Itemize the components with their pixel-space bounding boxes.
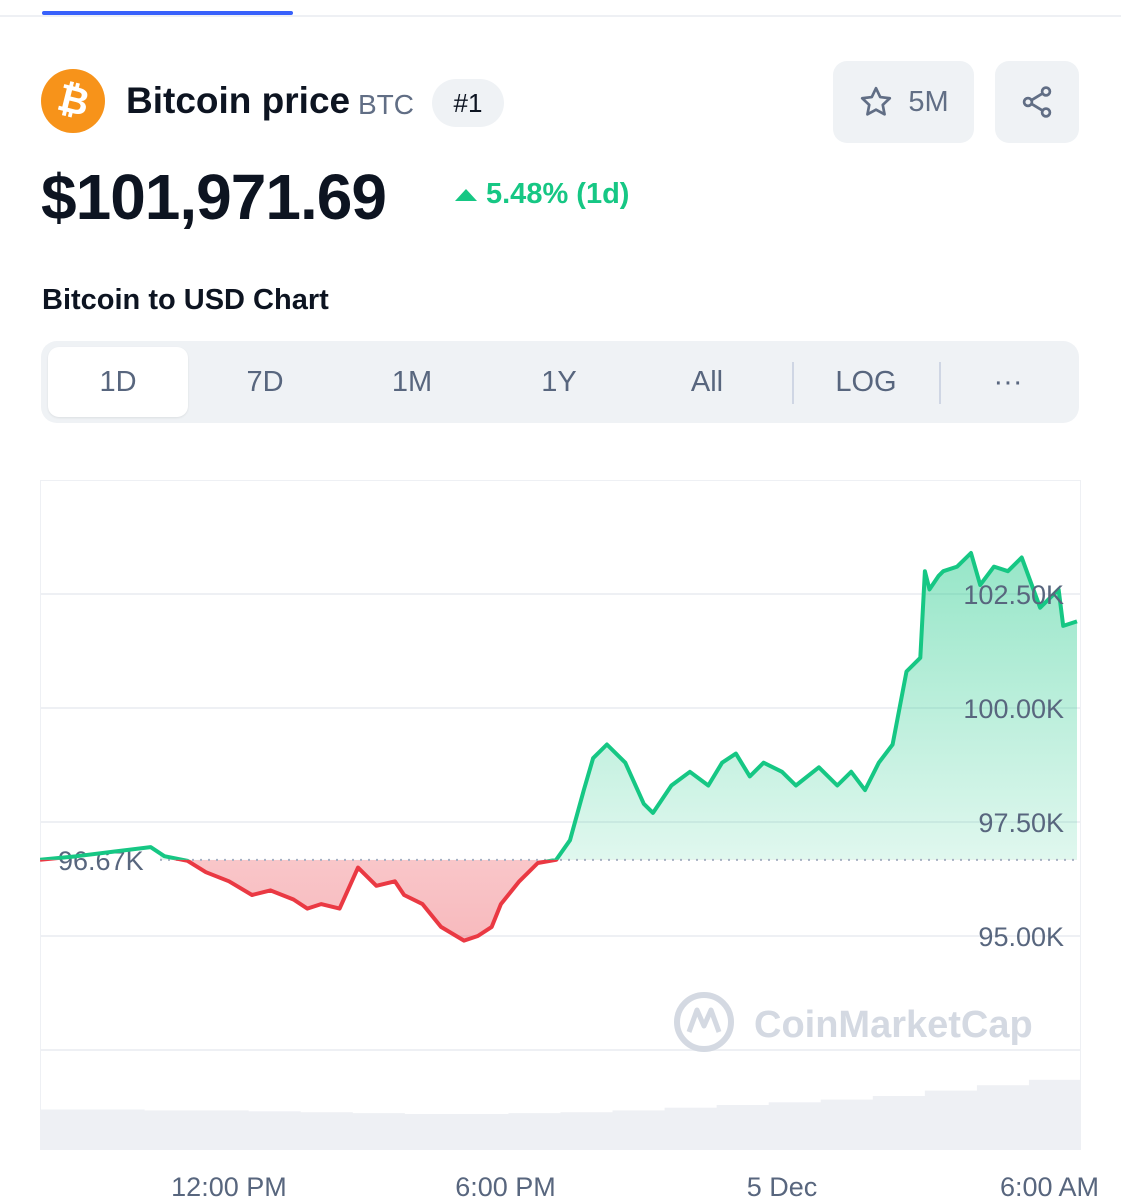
volume-bar [456, 1114, 509, 1150]
coin-name: Bitcoin price [126, 80, 351, 121]
volume-bar [976, 1085, 1030, 1150]
price-change: 5.48% (1d) [455, 178, 629, 211]
range-divider [792, 362, 794, 404]
chart-range-selector: 1D 7D 1M 1Y All LOG ··· [41, 341, 1079, 423]
volume-bar [404, 1114, 457, 1150]
share-button[interactable] [995, 61, 1079, 143]
current-price: $101,971.69 [41, 161, 387, 233]
volume-bar [352, 1113, 405, 1150]
price-area-down [40, 859, 1077, 941]
volume-bar [612, 1110, 666, 1150]
volume-bar [716, 1105, 770, 1150]
volume-bar [924, 1090, 978, 1150]
volume-bar [560, 1112, 614, 1150]
range-1m-button[interactable]: 1M [391, 365, 433, 398]
share-icon [1022, 86, 1052, 118]
price-area-up [40, 553, 1077, 860]
volume-bar [1028, 1079, 1081, 1150]
price-chart[interactable]: CoinMarketCap 96.67K 102.50K100.00K97.50… [40, 480, 1081, 1150]
range-1d-button[interactable]: 1D [48, 347, 188, 417]
volume-bar [508, 1113, 561, 1150]
range-7d-button[interactable]: 7D [246, 365, 284, 398]
volume-bar [196, 1110, 249, 1150]
bitcoin-logo-icon: ₿ [41, 69, 105, 133]
watchlist-count: 5M [908, 85, 949, 118]
volume-bar [248, 1111, 301, 1150]
volume-bar [820, 1099, 874, 1150]
star-icon [861, 86, 892, 116]
rank-badge: #1 [432, 79, 504, 127]
tab-bar-divider [0, 15, 1121, 17]
volume-bar [664, 1107, 718, 1150]
price-line-up [40, 551, 1078, 860]
x-tick-label: 6:00 PM [455, 1172, 556, 1202]
watermark-text: CoinMarketCap [754, 1004, 1033, 1046]
more-options-button[interactable]: ··· [993, 365, 1023, 398]
active-tab-indicator [42, 11, 293, 15]
volume-bar [300, 1112, 353, 1150]
x-tick-label: 6:00 AM [999, 1172, 1099, 1202]
chart-title: Bitcoin to USD Chart [42, 284, 329, 316]
watchlist-button[interactable]: 5M [833, 61, 974, 143]
y-tick-label: 97.50K [978, 808, 1064, 838]
volume-bar [144, 1110, 197, 1150]
bitcoin-logo-glyph: ₿ [52, 76, 94, 126]
price-line-down [40, 859, 559, 943]
volume-bar [768, 1102, 822, 1150]
x-tick-label: 5 Dec [746, 1172, 818, 1202]
caret-up-icon [455, 188, 477, 201]
price-change-value: 5.48% (1d) [486, 178, 630, 210]
y-tick-label: 102.50K [963, 580, 1064, 610]
y-tick-label: 95.00K [978, 922, 1064, 952]
x-tick-label: 12:00 PM [171, 1172, 287, 1202]
volume-bar [40, 1109, 93, 1150]
range-divider [939, 362, 941, 404]
range-1y-button[interactable]: 1Y [541, 365, 577, 398]
volume-bar [92, 1109, 145, 1150]
coin-symbol: BTC [358, 89, 414, 120]
y-tick-label: 100.00K [963, 694, 1064, 724]
log-scale-toggle[interactable]: LOG [835, 365, 897, 398]
volume-bar [872, 1096, 926, 1150]
coinmarketcap-watermark: CoinMarketCap [674, 992, 1033, 1052]
range-all-button[interactable]: All [690, 365, 724, 398]
